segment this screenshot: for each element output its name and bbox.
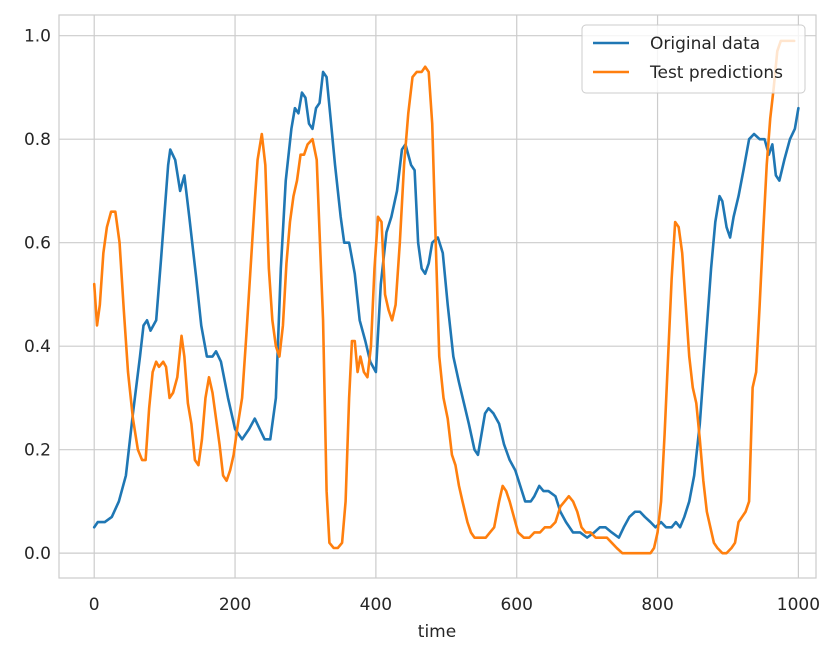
legend-label-original-data: Original data bbox=[650, 34, 760, 54]
series-line-test-predictions bbox=[92, 39, 796, 555]
x-axis-title: time bbox=[418, 622, 456, 642]
series-group bbox=[92, 39, 800, 555]
x-tick-label: 1000 bbox=[777, 595, 820, 615]
x-tick-label: 200 bbox=[219, 595, 251, 615]
y-tick-label: 0.6 bbox=[24, 234, 51, 254]
series-line-original-data bbox=[92, 70, 800, 539]
legend-label-test-predictions: Test predictions bbox=[649, 63, 783, 83]
tick-labels: 0 200 400 600 800 1000 0.0 0.2 0.4 0.6 0.8 1.0 bbox=[24, 27, 820, 615]
x-tick-label: 800 bbox=[641, 595, 673, 615]
y-tick-label: 0.4 bbox=[24, 337, 51, 357]
y-tick-label: 1.0 bbox=[24, 27, 51, 47]
x-tick-label: 600 bbox=[500, 595, 532, 615]
gridlines bbox=[59, 15, 816, 578]
y-tick-label: 0.2 bbox=[24, 441, 51, 461]
plot-frame bbox=[58, 14, 817, 579]
legend-box bbox=[581, 24, 806, 94]
legend: Original data Test predictions bbox=[581, 24, 806, 94]
x-tick-label: 0 bbox=[89, 595, 100, 615]
x-tick-label: 400 bbox=[360, 595, 392, 615]
y-tick-label: 0.0 bbox=[24, 544, 51, 564]
y-tick-label: 0.8 bbox=[24, 130, 51, 150]
